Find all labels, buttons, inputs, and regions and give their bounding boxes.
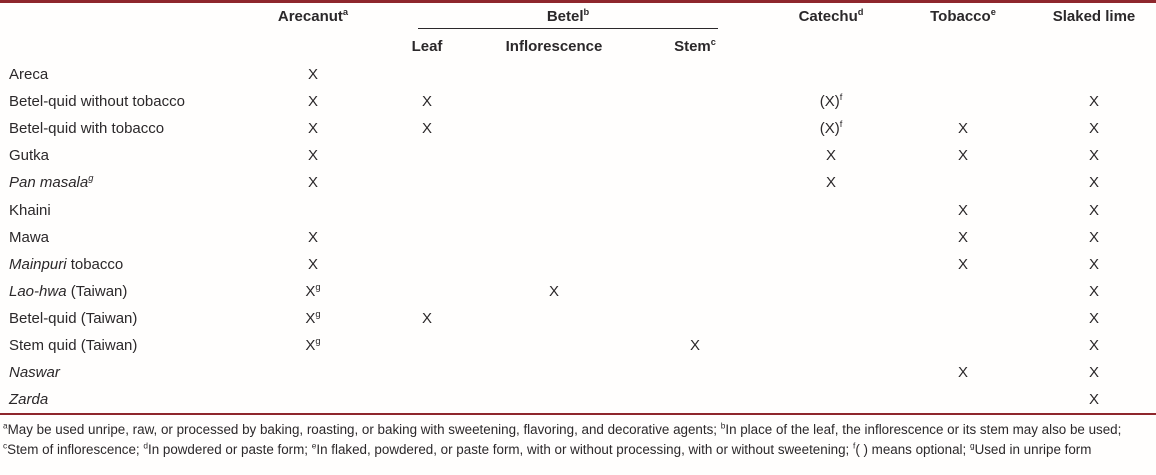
row-label: Mainpuri tobacco <box>0 256 258 273</box>
cell-slaked_lime: X <box>1088 255 1099 273</box>
footnote-g: gUsed in unripe form <box>969 440 1092 458</box>
footnote-b: bIn place of the leaf, the inflorescence… <box>720 420 1122 438</box>
cell-tobacco: X <box>957 120 968 138</box>
footnote-f: f( ) means optional; <box>853 440 970 458</box>
subcol-header-stem: Stemc <box>674 37 716 55</box>
bottom-rule <box>0 413 1156 416</box>
row-label-segment: Gutka <box>9 147 50 165</box>
col-header-catechu: Catechud <box>798 7 864 25</box>
footnote-a: aMay be used unripe, raw, or processed b… <box>3 420 721 438</box>
cell-tobacco: X <box>957 201 968 219</box>
row-label-segment: Khaini <box>9 201 51 219</box>
row-label-italic-segment: Pan masalag <box>9 173 94 192</box>
subcol-header-inflorescence: Inflorescence <box>505 38 603 55</box>
row-label-italic-segment: Mainpuri <box>9 255 67 273</box>
cell-arecanut: X <box>307 66 318 84</box>
footnote-d: dIn powdered or paste form; <box>143 440 312 458</box>
cell-catechu: X <box>825 174 836 192</box>
cell-slaked_lime: X <box>1088 228 1099 246</box>
cell-stem: X <box>689 336 700 354</box>
cell-slaked_lime: X <box>1088 147 1099 165</box>
cell-tobacco: X <box>957 255 968 273</box>
cell-arecanut: Xg <box>305 308 321 327</box>
cell-slaked_lime: X <box>1088 309 1099 327</box>
cell-catechu: (X)f <box>819 119 843 138</box>
table-footnotes: aMay be used unripe, raw, or processed b… <box>0 415 1156 460</box>
cell-inflorescence: X <box>548 282 559 300</box>
footnote-c: cStem of inflorescence; <box>3 440 144 458</box>
cell-slaked_lime: X <box>1088 391 1099 409</box>
cell-slaked_lime: X <box>1088 174 1099 192</box>
footnote-e: eIn flaked, powdered, or paste form, wit… <box>311 440 853 458</box>
cell-slaked_lime: X <box>1088 201 1099 219</box>
cell-arecanut: X <box>307 93 318 111</box>
col-header-arecanut: Arecanuta <box>277 7 349 25</box>
row-label: Betel-quid (Taiwan) <box>0 310 258 327</box>
cell-catechu: (X)f <box>819 92 843 111</box>
cell-slaked_lime: X <box>1088 336 1099 354</box>
cell-arecanut: X <box>307 255 318 273</box>
row-label: Areca <box>0 66 258 83</box>
cell-slaked_lime: X <box>1088 93 1099 111</box>
row-label: Khaini <box>0 202 258 219</box>
cell-tobacco: X <box>957 147 968 165</box>
row-label-segment: Stem quid (Taiwan) <box>9 336 138 354</box>
top-rule <box>0 0 1156 3</box>
row-label: Mawa <box>0 229 258 246</box>
cell-arecanut: X <box>307 228 318 246</box>
row-label: Pan masalag <box>0 173 258 192</box>
cell-arecanut: X <box>307 147 318 165</box>
row-label-segment: Betel-quid (Taiwan) <box>9 309 138 327</box>
consumption-table: Arecanuta Catechud Tobaccoe Slaked lime Bete… <box>0 3 1156 413</box>
col-group-header-betel-label: Betelb <box>418 7 718 29</box>
row-label: Stem quid (Taiwan) <box>0 337 258 354</box>
subcol-header-leaf: Leaf <box>411 38 443 55</box>
row-label-italic-segment: Zarda <box>9 391 49 409</box>
cell-leaf: X <box>421 309 432 327</box>
row-label: Naswar <box>0 364 258 381</box>
col-header-tobacco: Tobaccoe <box>930 7 996 25</box>
row-label-italic-segment: Lao-hwa <box>9 282 67 300</box>
cell-tobacco: X <box>957 364 968 382</box>
cell-slaked_lime: X <box>1088 120 1099 138</box>
row-label: Betel-quid without tobacco <box>0 93 258 110</box>
cell-leaf: X <box>421 93 432 111</box>
cell-arecanut: Xg <box>305 281 321 300</box>
row-label-segment: Areca <box>9 66 49 84</box>
row-label-segment: (Taiwan) <box>66 282 128 300</box>
row-label-segment: tobacco <box>66 255 124 273</box>
row-label-italic-segment: Naswar <box>9 364 60 382</box>
row-label: Zarda <box>0 391 258 408</box>
cell-slaked_lime: X <box>1088 364 1099 382</box>
cell-slaked_lime: X <box>1088 282 1099 300</box>
cell-arecanut: X <box>307 120 318 138</box>
col-header-slaked_lime: Slaked lime <box>1052 8 1136 25</box>
cell-tobacco: X <box>957 228 968 246</box>
row-label: Lao-hwa (Taiwan) <box>0 283 258 300</box>
cell-catechu: X <box>825 147 836 165</box>
row-label: Betel-quid with tobacco <box>0 120 258 137</box>
row-label-segment: Mawa <box>9 228 50 246</box>
cell-arecanut: Xg <box>305 335 321 354</box>
corner-cell <box>0 3 258 33</box>
cell-leaf: X <box>421 120 432 138</box>
cell-arecanut: X <box>307 174 318 192</box>
row-label-segment: Betel-quid with tobacco <box>9 120 165 138</box>
row-label: Gutka <box>0 147 258 164</box>
row-label-segment: Betel-quid without tobacco <box>9 93 185 111</box>
col-group-header-betel: Betelb <box>368 3 768 33</box>
